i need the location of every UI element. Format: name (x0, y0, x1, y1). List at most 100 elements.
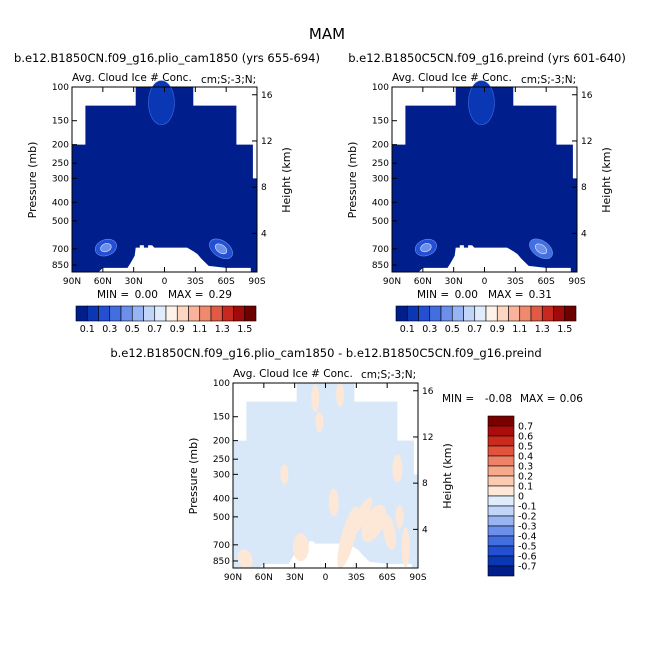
y-tick-label: 300 (52, 174, 69, 184)
x-tick-label: 90S (568, 277, 585, 287)
colorbar-label: 0.1 (400, 324, 415, 335)
y-tick-label: 250 (52, 159, 69, 169)
field-anomaly (311, 384, 320, 413)
x-tick-label: 60N (94, 277, 112, 287)
field-anomaly (315, 412, 324, 433)
y-tick-label: 400 (372, 198, 389, 208)
field-anomaly (382, 514, 396, 550)
field-anomaly (328, 488, 339, 517)
colorbar-label: 0.7 (147, 324, 162, 335)
colorbar-label: -0.2 (518, 512, 537, 523)
panel2-plot: 90N 60N 30N 0 30S 60S 90S 100 150 200 250 300 400 500… (372, 80, 593, 287)
colorbar-label: 0.7 (467, 324, 482, 335)
y2-tick-label: 12 (581, 137, 592, 147)
colorbar-label: 0.9 (490, 324, 505, 335)
colorbar-label: 0.7 (518, 422, 533, 433)
y-tick-label: 500 (213, 513, 230, 523)
y-tick-label: 500 (372, 217, 389, 227)
y2-tick-label: 4 (261, 229, 267, 239)
x-tick-label: 30S (187, 277, 204, 287)
colorbar-label: -0.5 (518, 542, 537, 553)
panel1-colorbar: 0.1 0.3 0.5 0.7 0.9 1.1 1.3 1.5 (75, 305, 257, 335)
x-tick-label: 0 (162, 277, 168, 287)
panel3-colorbar: 0.70.60.50.40.30.20.10-0.1-0.2-0.3-0.4-0… (487, 415, 537, 577)
y-tick-label: 100 (372, 83, 389, 93)
y-tick-label: 250 (372, 159, 389, 169)
feature-core (214, 243, 228, 255)
field-anomaly (344, 497, 373, 543)
panel3-min-label: MIN = (442, 393, 474, 405)
y-tick-label: 400 (213, 494, 230, 504)
x-tick-label: 60S (379, 573, 396, 583)
y2-tick-label: 8 (261, 183, 267, 193)
colorbar-label: 1.5 (237, 324, 252, 335)
colorbar-label: -0.1 (518, 502, 537, 513)
panel2-y2label: Height (km) (600, 147, 613, 213)
colorbar-swatch (120, 305, 133, 322)
colorbar-swatch (176, 305, 189, 322)
colorbar-swatch (131, 305, 144, 322)
panel3-subtitle: Avg. Cloud Ice # Conc. (233, 368, 353, 380)
panel2-title: b.e12.B1850C5CN.f09_g16.preind (yrs 601-… (348, 51, 626, 65)
feature-core (534, 243, 548, 255)
panel2-min-value: 0.00 (455, 289, 478, 301)
colorbar-label: 0.1 (80, 324, 95, 335)
panel3-title: b.e12.B1850CN.f09_g16.plio_cam1850 - b.e… (110, 346, 541, 360)
y2-tick-label: 16 (422, 387, 434, 397)
colorbar-swatch (487, 485, 515, 497)
colorbar-swatch (188, 305, 201, 322)
x-tick-label: 30N (125, 277, 143, 287)
y-tick-label: 500 (52, 217, 69, 227)
colorbar-label: 1.5 (557, 324, 572, 335)
panel3-plot: 90N 60N 30N 0 30S 60S 90S 100 150 200 250 300 400 500… (213, 379, 434, 583)
y-tick-label: 850 (372, 261, 389, 271)
colorbar-label: 0.3 (102, 324, 117, 335)
field-fill (392, 87, 577, 272)
colorbar-swatch (406, 305, 419, 322)
colorbar-swatch (210, 305, 223, 322)
feature-blob (148, 80, 175, 125)
panel2-axes: 90N 60N 30N 0 30S 60S 90S 100 150 200 250 300 400 500… (372, 83, 593, 287)
colorbar-swatch (154, 305, 167, 322)
panel3-max-value: 0.06 (560, 393, 584, 405)
x-tick-label: 30S (507, 277, 524, 287)
colorbar-swatch (487, 465, 515, 477)
panel2-subtitle: Avg. Cloud Ice # Conc. (392, 72, 512, 84)
colorbar-label: 0.1 (518, 482, 533, 493)
colorbar-label: 0.5 (125, 324, 140, 335)
field-anomaly (392, 454, 403, 483)
colorbar-swatch (487, 505, 515, 517)
colorbar-swatch (244, 305, 257, 322)
colorbar-swatch (487, 475, 515, 487)
colorbar-swatch (474, 305, 487, 322)
colorbar-label: -0.6 (518, 552, 537, 563)
colorbar-swatch (487, 425, 515, 437)
colorbar-swatch (564, 305, 577, 322)
panel1-title: b.e12.B1850CN.f09_g16.plio_cam1850 (yrs … (14, 51, 320, 65)
colorbar-label: -0.4 (518, 532, 537, 543)
colorbar-swatch (487, 545, 515, 557)
y-tick-label: 700 (213, 541, 230, 551)
y-tick-label: 400 (52, 198, 69, 208)
colorbar-swatch (98, 305, 111, 322)
panel2-colorbar: 0.1 0.3 0.5 0.7 0.9 1.1 1.3 1.5 (395, 305, 577, 335)
field-fill (72, 87, 257, 272)
field-anomaly (401, 527, 410, 568)
colorbar-swatch (508, 305, 521, 322)
colorbar-swatch (487, 565, 515, 577)
x-tick-label: 90N (383, 277, 401, 287)
colorbar-swatch (143, 305, 156, 322)
panel3-ylabel: Pressure (mb) (187, 438, 200, 515)
panel3-units: cm;S;-3;N; (361, 369, 416, 381)
x-tick-label: 90S (409, 573, 426, 583)
colorbar-swatch (487, 445, 515, 457)
colorbar-swatch (199, 305, 212, 322)
colorbar-swatch (440, 305, 453, 322)
y-tick-label: 100 (213, 379, 230, 389)
colorbar-swatch (530, 305, 543, 322)
x-tick-label: 60S (538, 277, 555, 287)
y-tick-label: 300 (213, 470, 230, 480)
field-anomaly (395, 504, 404, 529)
x-tick-label: 30N (286, 573, 304, 583)
